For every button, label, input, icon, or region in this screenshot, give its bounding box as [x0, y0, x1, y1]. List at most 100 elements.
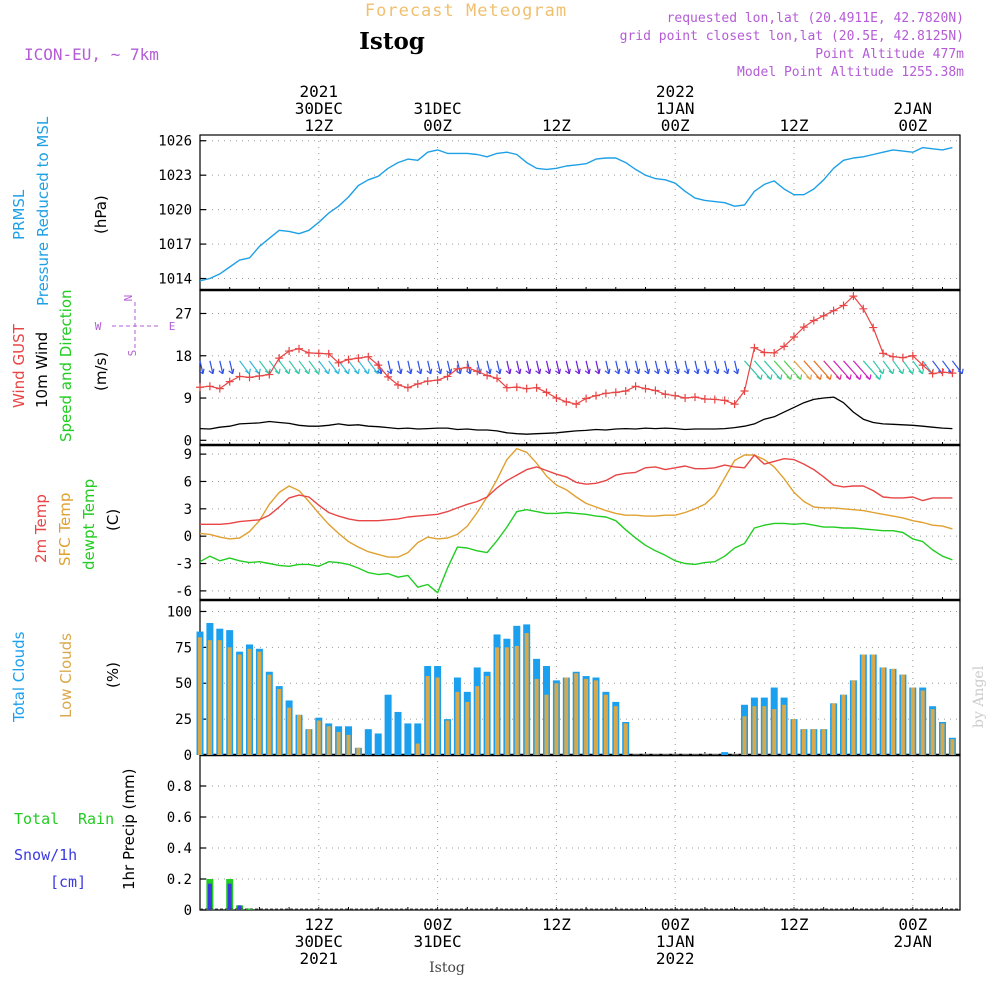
rain-bar — [246, 908, 253, 910]
wind-barb — [733, 360, 740, 375]
wind-barb-head — [248, 368, 251, 374]
wind-barb-head — [244, 370, 250, 375]
gust-marker — [621, 386, 630, 395]
wind-unit: (m/s) — [92, 352, 110, 391]
precip-ytick-label: 0.4 — [167, 841, 192, 857]
wind-barb-head — [766, 376, 772, 380]
wind-barb — [545, 360, 552, 375]
low-cloud-bar — [485, 676, 490, 755]
pressure-ytick-label: 1026 — [158, 134, 192, 150]
temperature-ytick-label: 3 — [184, 502, 192, 518]
wind-barb-head — [912, 368, 915, 374]
wind-barb-head — [800, 374, 803, 380]
gust-marker — [829, 306, 838, 315]
low-cloud-bar — [950, 739, 955, 755]
low-cloud-bar — [435, 677, 440, 755]
gust-marker — [205, 382, 214, 391]
clouds-ytick-label: 100 — [167, 604, 192, 620]
wind-barb-shaft — [427, 360, 432, 374]
gust-marker — [552, 394, 561, 403]
gust-marker — [215, 384, 224, 393]
wind-barb-head — [535, 370, 540, 375]
wind-barb — [288, 360, 301, 375]
low-cloud-bar — [445, 720, 450, 755]
wind-labels: Wind GUST 10m Wind Speed and Direction (… — [10, 289, 175, 442]
wind-barb-head — [495, 370, 501, 375]
wind-barb-head — [212, 368, 215, 374]
wind-barb-head — [608, 368, 611, 374]
wind-barb-head — [499, 368, 502, 374]
wind-barb-head — [737, 368, 740, 374]
wind-barb-head — [816, 376, 821, 380]
compass-rose-icon: N W E S — [95, 295, 176, 357]
wind-barb-head — [733, 370, 738, 375]
wind-barb-head — [921, 368, 925, 374]
wind-barb-head — [334, 370, 339, 375]
wind-barb — [902, 360, 915, 375]
wind-barb-head — [624, 370, 630, 375]
clouds-ytick-label: 50 — [175, 676, 192, 692]
gust-marker — [423, 377, 432, 386]
gust-marker — [473, 367, 482, 376]
wind-barb-shaft — [763, 360, 782, 380]
wind-barb-shaft — [536, 360, 541, 374]
wind-barb-head — [654, 370, 659, 375]
low-cloud-bar — [544, 694, 549, 755]
low-cloud-bar — [198, 637, 202, 755]
compass-e: E — [169, 320, 176, 333]
gust-marker — [938, 368, 947, 377]
wind-barb-head — [436, 370, 441, 375]
gust-marker — [601, 389, 610, 398]
wind-barb — [703, 360, 710, 375]
low-cloud-bar — [613, 706, 618, 755]
low-cloud-bar — [425, 676, 430, 755]
wind-barb — [654, 360, 660, 375]
time-label-top: 12Z — [542, 116, 571, 135]
wind-barb — [574, 360, 581, 375]
wind-barb-shaft — [833, 360, 851, 380]
time-label-bottom: 2JAN — [894, 932, 933, 951]
wind-barb-head — [347, 368, 350, 374]
wind-barb-head — [373, 370, 379, 375]
wind-barb — [644, 360, 651, 375]
low-cloud-bar — [217, 640, 222, 755]
wind-barb-head — [304, 370, 310, 375]
low-cloud-bar — [574, 673, 579, 755]
precip-labels: Total Rain Snow/1h [cm] 1hr Precip (mm) — [14, 769, 138, 891]
wind-barb-head — [574, 370, 580, 375]
low-cloud-bar — [900, 674, 905, 755]
gust-marker — [562, 397, 571, 406]
wind-barb-shaft — [684, 360, 689, 374]
wind-barb-shaft — [526, 360, 531, 374]
low-cloud-bar — [841, 694, 846, 755]
time-label-top: 12Z — [304, 116, 333, 135]
wind-barb-shaft — [437, 360, 442, 374]
wind-barb-head — [446, 370, 451, 375]
wind-barb-head — [459, 368, 462, 374]
low-cloud-bar — [930, 709, 935, 755]
wind-barb-head — [568, 368, 571, 374]
gust-marker — [898, 353, 907, 362]
total-clouds-label: Total Clouds — [10, 631, 28, 723]
wind-barb-head — [343, 370, 349, 375]
precip-ytick-label: 0.2 — [167, 872, 192, 888]
wind-dir-label: Speed and Direction — [57, 289, 75, 442]
gust-marker — [859, 304, 868, 313]
wind-barb-head — [825, 376, 831, 380]
gust-marker — [463, 363, 472, 372]
gust-marker — [740, 386, 749, 395]
wind-barb-head — [222, 368, 225, 374]
wind-barb — [485, 360, 492, 375]
low-cloud-bar — [534, 678, 539, 755]
wind-barb-head — [882, 368, 885, 374]
total-cloud-bar — [374, 733, 382, 755]
wind-barb-shaft — [506, 360, 511, 374]
wind-barb-shaft — [892, 360, 904, 375]
gust-marker — [285, 347, 294, 356]
wind-barb-shaft — [753, 360, 772, 380]
wind-barb-shaft — [249, 360, 260, 375]
gust-marker — [314, 349, 323, 358]
cloud-labels: Total Clouds Low Clouds (%) — [10, 631, 122, 723]
wind-barb-shaft — [278, 360, 290, 375]
time-label-top: 2022 — [656, 82, 695, 101]
